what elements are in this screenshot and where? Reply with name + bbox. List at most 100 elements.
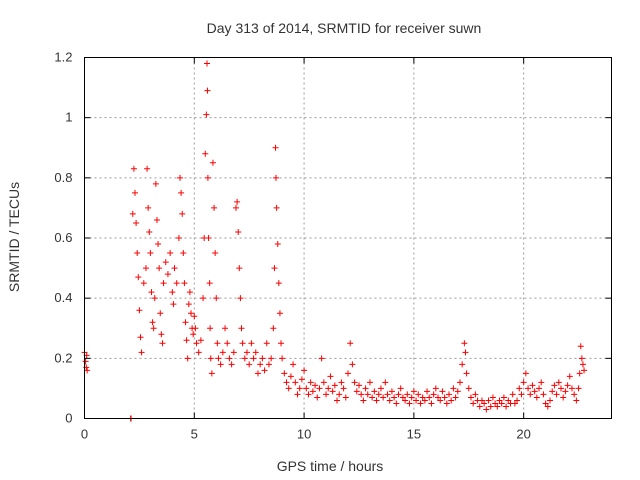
data-point <box>84 367 91 374</box>
data-point <box>518 391 525 398</box>
data-point <box>180 250 187 257</box>
data-point <box>421 397 428 404</box>
data-point <box>144 165 151 172</box>
data-point <box>205 235 212 241</box>
data-point <box>171 265 178 272</box>
data-point <box>560 394 567 401</box>
data-point <box>152 180 159 187</box>
data-point <box>259 355 266 362</box>
data-point <box>494 403 501 410</box>
data-point <box>177 174 184 181</box>
data-point <box>511 400 518 407</box>
data-point <box>272 174 279 181</box>
y-tick-label: 0.6 <box>54 230 72 245</box>
data-point <box>268 355 275 362</box>
data-point <box>153 216 160 223</box>
data-point <box>581 367 588 374</box>
data-point <box>347 340 354 347</box>
data-point <box>254 370 261 377</box>
data-point <box>577 343 584 350</box>
data-point <box>538 379 545 386</box>
data-point <box>325 385 332 392</box>
data-point <box>137 334 144 341</box>
data-point <box>540 391 547 398</box>
chart-title: Day 313 of 2014, SRMTID for receiver suw… <box>207 20 482 36</box>
data-point <box>362 385 369 392</box>
data-point <box>483 406 490 413</box>
data-point <box>148 289 155 296</box>
x-axis-label: GPS time / hours <box>277 458 384 474</box>
data-point <box>273 204 280 211</box>
data-point <box>428 400 435 407</box>
data-point <box>470 400 477 407</box>
data-point <box>164 271 171 278</box>
data-point <box>276 310 283 317</box>
data-point <box>463 370 470 377</box>
data-point <box>271 265 278 272</box>
data-point <box>187 310 194 317</box>
data-point <box>360 397 367 404</box>
data-point <box>157 310 164 317</box>
data-point <box>170 301 177 308</box>
data-point <box>533 394 540 401</box>
data-point <box>309 388 316 395</box>
data-point <box>160 280 167 287</box>
x-tick-label: 10 <box>297 427 311 442</box>
data-point <box>336 391 343 398</box>
data-point <box>236 265 243 272</box>
y-tick-label: 0.4 <box>54 290 72 305</box>
data-point <box>549 388 556 395</box>
data-point <box>134 250 141 257</box>
data-point <box>318 355 325 362</box>
data-point <box>235 228 242 235</box>
data-point <box>193 340 200 347</box>
data-point <box>531 388 538 395</box>
data-point <box>492 400 499 407</box>
data-point <box>292 379 299 386</box>
data-point <box>228 361 235 368</box>
data-point <box>274 241 281 248</box>
data-point <box>156 265 163 272</box>
data-point <box>406 400 413 407</box>
data-point <box>162 259 169 266</box>
data-point <box>509 391 516 398</box>
data-point <box>185 301 192 308</box>
data-point <box>351 379 358 386</box>
data-point <box>279 355 286 362</box>
data-point <box>342 394 349 401</box>
data-point <box>226 355 233 362</box>
data-point <box>190 331 197 338</box>
data-point <box>192 325 199 332</box>
data-point <box>579 361 586 368</box>
data-point <box>179 210 186 217</box>
data-point <box>250 355 257 362</box>
data-point <box>278 340 285 347</box>
data-point <box>408 394 415 401</box>
data-point <box>202 150 209 157</box>
data-point <box>377 385 384 392</box>
data-point <box>183 337 190 344</box>
data-point <box>461 340 468 347</box>
data-point <box>150 325 157 332</box>
x-tick-label: 15 <box>407 427 421 442</box>
data-point <box>212 250 219 257</box>
data-point <box>578 355 585 362</box>
data-point <box>207 325 214 332</box>
data-point <box>432 385 439 392</box>
data-point <box>252 349 259 356</box>
data-point <box>452 394 459 401</box>
data-point <box>415 391 422 398</box>
y-tick-label: 0 <box>65 411 72 426</box>
data-point <box>456 379 463 386</box>
x-tick-label: 20 <box>516 427 530 442</box>
data-point <box>327 373 334 380</box>
data-point <box>419 394 426 401</box>
data-point <box>437 397 444 404</box>
data-point <box>557 385 564 392</box>
data-point <box>215 355 222 362</box>
data-point <box>331 382 338 389</box>
data-point <box>514 397 521 404</box>
data-point <box>443 400 450 407</box>
data-point <box>241 355 248 362</box>
